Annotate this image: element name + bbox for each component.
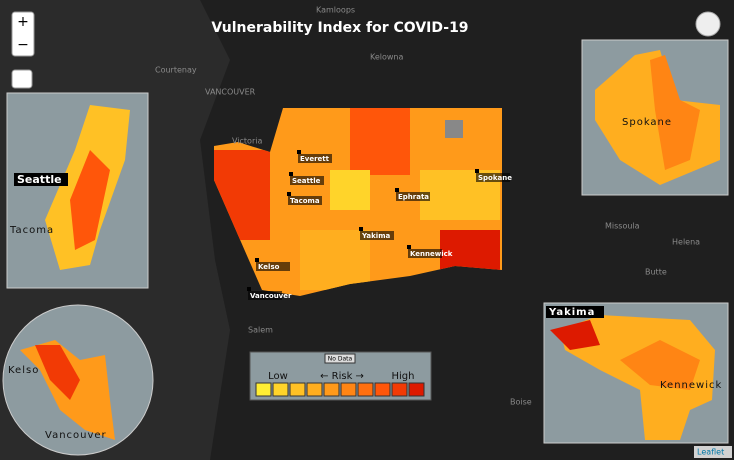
city-label: Yakima — [361, 232, 390, 240]
city-bg — [248, 291, 282, 300]
city-bg — [298, 154, 332, 163]
legend-swatch — [340, 382, 357, 397]
city-bg — [408, 249, 442, 258]
inset-label: Kennewick — [660, 380, 722, 391]
legend-swatch — [391, 382, 408, 397]
zoom-in[interactable]: + — [17, 14, 29, 30]
city-labels: Everett Seattle Tacoma Ephrata Spokane Yakima… — [247, 150, 512, 300]
fullscreen-button[interactable] — [11, 69, 33, 89]
base-label: Courtenay — [155, 66, 197, 75]
base-label: Victoria — [232, 137, 262, 146]
city-label: Spokane — [478, 174, 512, 182]
legend-swatch — [357, 382, 374, 397]
legend-swatch — [374, 382, 391, 397]
city-label: Kelso — [258, 263, 280, 271]
city-label: Seattle — [292, 177, 321, 185]
legend-risk: ← Risk → — [320, 371, 364, 382]
legend-high: High — [392, 371, 415, 382]
base-label: Boise — [510, 398, 532, 407]
legend-low: Low — [268, 371, 288, 382]
legend-swatch — [289, 382, 306, 397]
city-label: Everett — [300, 155, 330, 163]
inset-label: Vancouver — [45, 430, 107, 441]
inset-label: Spokane — [622, 117, 672, 128]
city-dot — [247, 287, 251, 291]
zoom-controls: + − — [11, 11, 35, 89]
base-label: Salem — [248, 326, 273, 335]
zoom-box — [11, 11, 35, 57]
legend-swatch — [255, 382, 272, 397]
zoom-out[interactable]: − — [17, 37, 29, 53]
base-label: Missoula — [605, 222, 640, 231]
base-label: Butte — [645, 268, 667, 277]
base-label: VANCOUVER — [205, 88, 256, 97]
base-label: Helena — [672, 238, 700, 247]
legend-swatch — [306, 382, 323, 397]
search-button[interactable] — [695, 11, 721, 37]
city-bg — [288, 196, 322, 205]
yakima-inset: Yakima Kennewick — [543, 302, 729, 444]
legend-swatches — [255, 382, 425, 397]
city-bg — [476, 173, 510, 182]
city-label: Kennewick — [410, 250, 453, 258]
legend-swatch — [408, 382, 425, 397]
city-dot — [297, 150, 301, 154]
city-bg — [256, 262, 290, 271]
map-title: Vulnerability Index for COVID-19 — [211, 20, 468, 36]
spokane-inset: Spokane — [581, 39, 729, 196]
legend-swatch — [272, 382, 289, 397]
base-label: Kamloops — [316, 6, 355, 15]
legend-swatch — [323, 382, 340, 397]
legend-no-data: No Data — [328, 356, 353, 363]
city-dot — [475, 169, 479, 173]
city-bg — [290, 176, 324, 185]
kelso-inset: Kelso Vancouver — [2, 304, 154, 456]
city-label: Vancouver — [250, 292, 292, 300]
city-dot — [289, 172, 293, 176]
inset-label: Seattle — [17, 173, 62, 186]
inset-label: Kelso — [8, 365, 39, 376]
legend: No Data Low ← Risk → High — [249, 351, 432, 401]
city-bg — [396, 192, 430, 201]
seattle-inset: Seattle Tacoma — [6, 92, 149, 289]
city-label: Tacoma — [290, 197, 320, 205]
city-dot — [287, 192, 291, 196]
attribution-box — [694, 446, 732, 458]
city-label: Ephrata — [398, 193, 429, 201]
city-dot — [255, 258, 259, 262]
city-dot — [407, 245, 411, 249]
inset-label: Yakima — [548, 307, 595, 318]
base-label: Kelowna — [370, 53, 404, 62]
attribution[interactable]: Leaflet — [697, 448, 724, 457]
inset-label: Tacoma — [9, 225, 54, 236]
city-dot — [359, 227, 363, 231]
city-bg — [360, 231, 394, 240]
city-dot — [395, 188, 399, 192]
